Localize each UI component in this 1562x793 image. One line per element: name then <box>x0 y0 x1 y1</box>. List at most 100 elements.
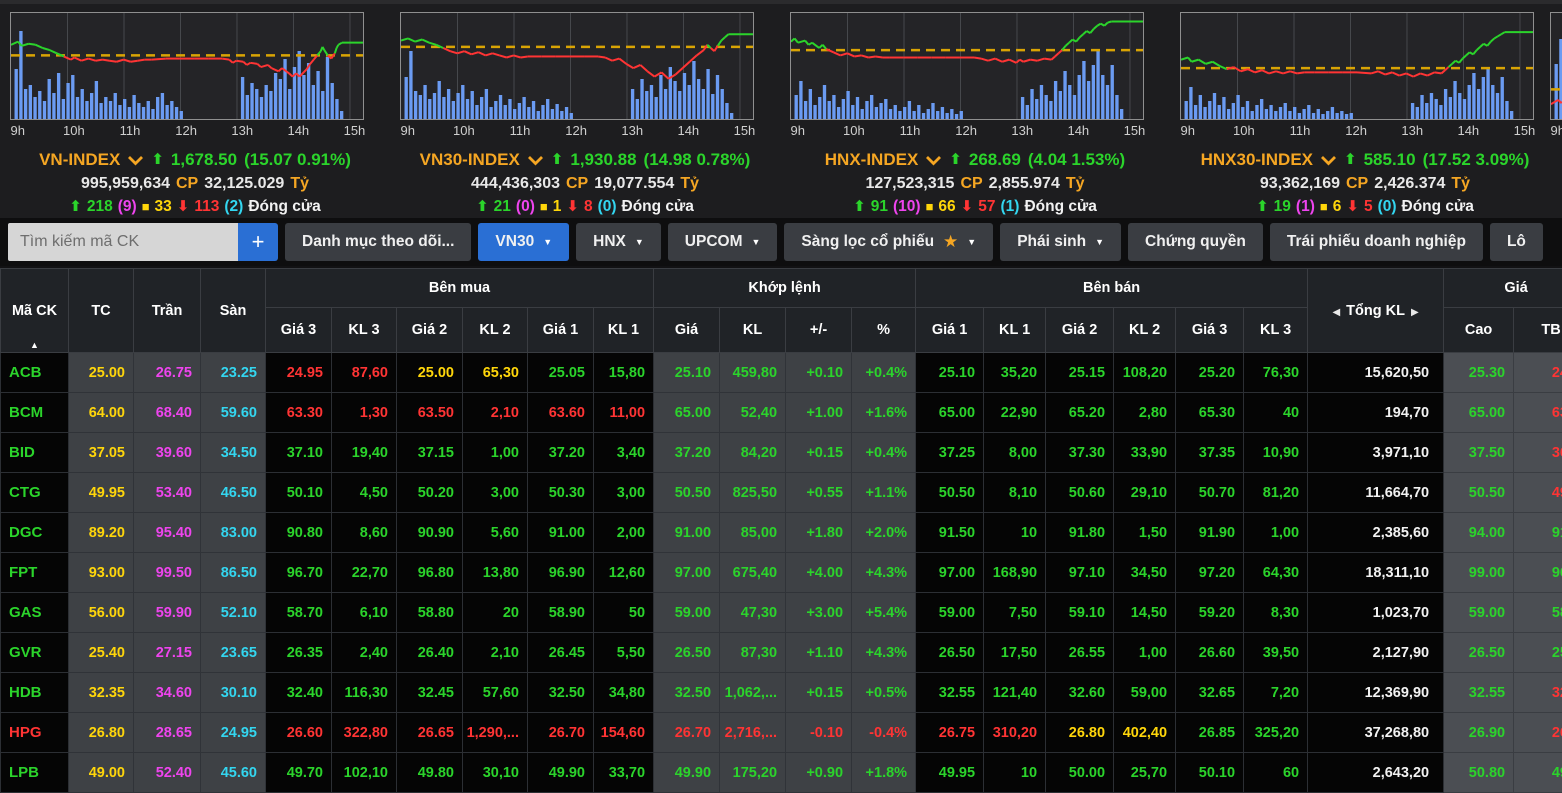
cell-sell-price3[interactable]: 37.35 <box>1176 433 1244 473</box>
cell-sell-price1[interactable]: 25.10 <box>916 353 984 393</box>
cell-buy-vol3[interactable]: 4,50 <box>332 473 397 513</box>
cell-match-price[interactable]: 49.90 <box>654 753 720 793</box>
cell-floor-price[interactable]: 83.00 <box>201 513 266 553</box>
cell-buy-vol3[interactable]: 102,10 <box>332 753 397 793</box>
toolbar-button[interactable]: Lô <box>1490 223 1543 261</box>
index-name[interactable]: VN-INDEX <box>39 150 120 170</box>
cell-change[interactable]: +3.00 <box>786 593 852 633</box>
header-floor[interactable]: Sàn <box>201 269 266 353</box>
cell-sell-price1[interactable]: 59.00 <box>916 593 984 633</box>
cell-avg[interactable]: 91.1 <box>1514 513 1562 553</box>
cell-ref-price[interactable]: 32.35 <box>69 673 134 713</box>
cell-sell-price3[interactable]: 59.20 <box>1176 593 1244 633</box>
toolbar-button[interactable]: Sàng lọc cổ phiếu★▼ <box>784 223 993 261</box>
cell-buy-vol3[interactable]: 2,40 <box>332 633 397 673</box>
cell-match-price[interactable]: 59.00 <box>654 593 720 633</box>
cell-high[interactable]: 50.80 <box>1444 753 1514 793</box>
cell-buy-price2[interactable]: 49.80 <box>397 753 463 793</box>
add-symbol-button[interactable]: + <box>238 223 278 261</box>
cell-buy-vol1[interactable]: 3,40 <box>594 433 654 473</box>
cell-sell-vol2[interactable]: 25,70 <box>1114 753 1176 793</box>
cell-sell-price3[interactable]: 25.20 <box>1176 353 1244 393</box>
cell-total-vol[interactable]: 2,385,60 <box>1308 513 1444 553</box>
cell-avg[interactable]: 26.5 <box>1514 713 1562 753</box>
cell-symbol[interactable]: GAS <box>1 593 69 633</box>
cell-total-vol[interactable]: 2,127,90 <box>1308 633 1444 673</box>
cell-sell-price2[interactable]: 32.60 <box>1046 673 1114 713</box>
cell-percent[interactable]: +1.1% <box>852 473 916 513</box>
cell-buy-price1[interactable]: 37.20 <box>528 433 594 473</box>
cell-sell-vol1[interactable]: 10 <box>984 753 1046 793</box>
cell-buy-vol2[interactable]: 2,10 <box>463 633 528 673</box>
header-match-vol[interactable]: KL <box>720 308 786 353</box>
cell-match-price[interactable]: 50.50 <box>654 473 720 513</box>
cell-match-vol[interactable]: 84,20 <box>720 433 786 473</box>
index-name[interactable]: HNX-INDEX <box>825 150 919 170</box>
cell-sell-vol2[interactable]: 108,20 <box>1114 353 1176 393</box>
cell-total-vol[interactable]: 15,620,50 <box>1308 353 1444 393</box>
cell-buy-price3[interactable]: 50.10 <box>266 473 332 513</box>
cell-buy-vol1[interactable]: 33,70 <box>594 753 654 793</box>
cell-sell-vol2[interactable]: 402,40 <box>1114 713 1176 753</box>
cell-sell-vol1[interactable]: 7,50 <box>984 593 1046 633</box>
cell-sell-price2[interactable]: 59.10 <box>1046 593 1114 633</box>
cell-buy-vol2[interactable]: 65,30 <box>463 353 528 393</box>
cell-total-vol[interactable]: 1,023,70 <box>1308 593 1444 633</box>
cell-sell-vol1[interactable]: 121,40 <box>984 673 1046 713</box>
cell-sell-price1[interactable]: 26.75 <box>916 713 984 753</box>
cell-sell-price3[interactable]: 26.85 <box>1176 713 1244 753</box>
cell-buy-vol2[interactable]: 2,10 <box>463 393 528 433</box>
cell-avg[interactable]: 58.2 <box>1514 593 1562 633</box>
cell-buy-vol2[interactable]: 57,60 <box>463 673 528 713</box>
cell-floor-price[interactable]: 30.10 <box>201 673 266 713</box>
cell-total-vol[interactable]: 37,268,80 <box>1308 713 1444 753</box>
header-percent[interactable]: % <box>852 308 916 353</box>
cell-sell-vol3[interactable]: 7,20 <box>1244 673 1308 713</box>
cell-floor-price[interactable]: 45.60 <box>201 753 266 793</box>
header-sell-vol1[interactable]: KL 1 <box>984 308 1046 353</box>
cell-sell-vol3[interactable]: 8,30 <box>1244 593 1308 633</box>
cell-match-price[interactable]: 25.10 <box>654 353 720 393</box>
chevron-down-icon[interactable] <box>925 155 942 166</box>
header-sell-price2[interactable]: Giá 2 <box>1046 308 1114 353</box>
cell-ref-price[interactable]: 93.00 <box>69 553 134 593</box>
cell-ref-price[interactable]: 64.00 <box>69 393 134 433</box>
cell-ceiling-price[interactable]: 34.60 <box>134 673 201 713</box>
cell-buy-vol1[interactable]: 34,80 <box>594 673 654 713</box>
cell-buy-price2[interactable]: 26.40 <box>397 633 463 673</box>
cell-change[interactable]: +0.15 <box>786 673 852 713</box>
cell-sell-price2[interactable]: 65.20 <box>1046 393 1114 433</box>
cell-buy-vol3[interactable]: 6,10 <box>332 593 397 633</box>
cell-ref-price[interactable]: 56.00 <box>69 593 134 633</box>
cell-buy-price3[interactable]: 96.70 <box>266 553 332 593</box>
cell-buy-price1[interactable]: 96.90 <box>528 553 594 593</box>
cell-sell-price2[interactable]: 50.00 <box>1046 753 1114 793</box>
cell-high[interactable]: 50.50 <box>1444 473 1514 513</box>
cell-buy-price3[interactable]: 63.30 <box>266 393 332 433</box>
cell-ref-price[interactable]: 49.95 <box>69 473 134 513</box>
cell-change[interactable]: +0.55 <box>786 473 852 513</box>
cell-sell-price3[interactable]: 50.70 <box>1176 473 1244 513</box>
cell-buy-price2[interactable]: 37.15 <box>397 433 463 473</box>
cell-sell-price2[interactable]: 25.15 <box>1046 353 1114 393</box>
cell-buy-price3[interactable]: 49.70 <box>266 753 332 793</box>
cell-high[interactable]: 25.30 <box>1444 353 1514 393</box>
cell-match-vol[interactable]: 459,80 <box>720 353 786 393</box>
cell-sell-vol1[interactable]: 10 <box>984 513 1046 553</box>
cell-floor-price[interactable]: 23.65 <box>201 633 266 673</box>
cell-high[interactable]: 37.50 <box>1444 433 1514 473</box>
cell-ref-price[interactable]: 26.80 <box>69 713 134 753</box>
cell-sell-vol3[interactable]: 39,50 <box>1244 633 1308 673</box>
header-sell-price3[interactable]: Giá 3 <box>1176 308 1244 353</box>
cell-change[interactable]: +0.15 <box>786 433 852 473</box>
cell-avg[interactable]: 49.3 <box>1514 753 1562 793</box>
cell-buy-vol3[interactable]: 116,30 <box>332 673 397 713</box>
cell-ceiling-price[interactable]: 99.50 <box>134 553 201 593</box>
cell-match-vol[interactable]: 87,30 <box>720 633 786 673</box>
cell-sell-price2[interactable]: 26.80 <box>1046 713 1114 753</box>
index-name[interactable]: HNX30-INDEX <box>1201 150 1313 170</box>
cell-sell-price1[interactable]: 97.00 <box>916 553 984 593</box>
pager-left-icon[interactable]: ◀ <box>1326 307 1346 318</box>
cell-match-vol[interactable]: 825,50 <box>720 473 786 513</box>
cell-floor-price[interactable]: 46.50 <box>201 473 266 513</box>
